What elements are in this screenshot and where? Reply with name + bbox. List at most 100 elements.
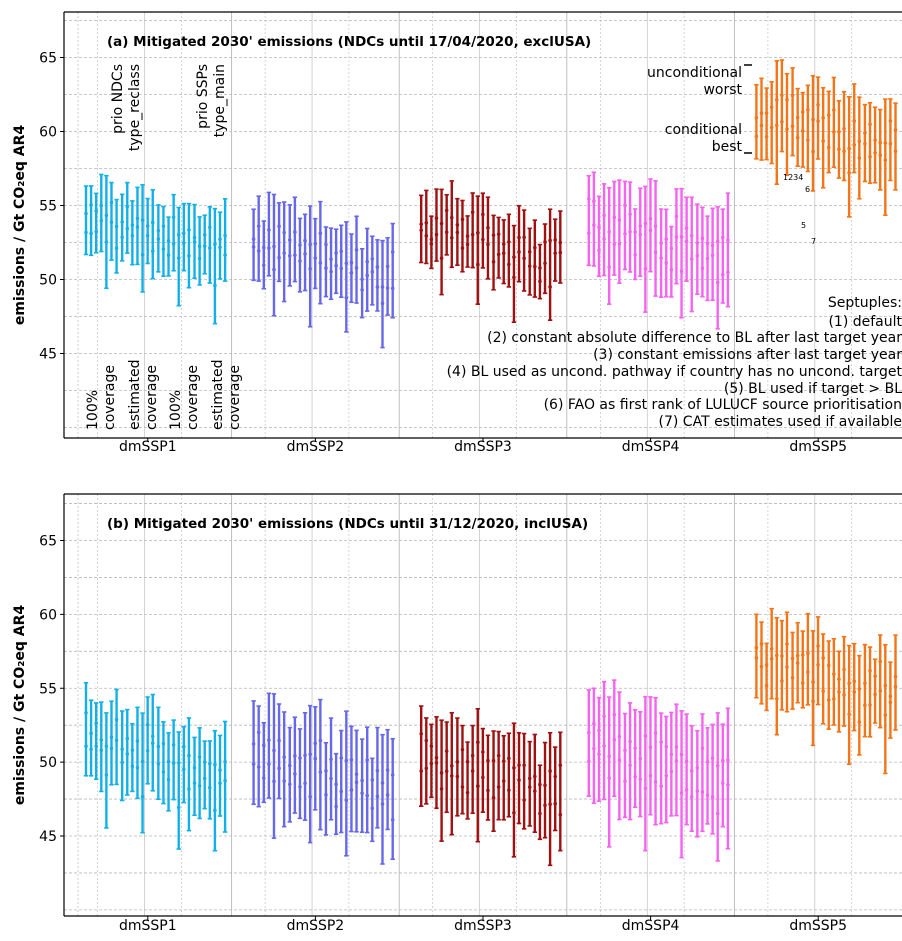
error-bar-point (465, 759, 470, 764)
x-tick-label: dmSSP1 (119, 918, 177, 934)
error-bar-point (375, 265, 380, 269)
error-bar-point (533, 264, 537, 269)
error-bar-point (878, 140, 883, 145)
error-bar-point (873, 674, 877, 679)
error-bar-point (130, 764, 135, 769)
error-bar-point (360, 791, 364, 795)
error-bar-point (329, 269, 333, 274)
error-bar-point (780, 654, 784, 658)
error-bar-point (89, 231, 93, 236)
error-bar-point (145, 233, 150, 238)
error-bar-point (811, 117, 815, 122)
error-bar-point (790, 124, 795, 129)
error-bar-point (659, 256, 663, 260)
error-bar-point (553, 251, 558, 256)
error-bar-point (705, 793, 710, 797)
error-bar-point (653, 780, 658, 784)
error-bar-point (171, 241, 176, 246)
x-tick-label: dmSSP3 (454, 918, 512, 934)
error-bar-point (213, 283, 217, 288)
error-bar-point (607, 754, 611, 759)
error-bar-point (679, 234, 684, 239)
error-bar-point (617, 734, 622, 739)
error-bar-point (659, 241, 663, 245)
chart-title: (b) Mitigated 2030' emissions (NDCs unti… (107, 516, 588, 532)
error-bar-point (522, 235, 526, 240)
error-bar-point (192, 240, 197, 244)
error-bar-point (318, 261, 323, 265)
error-bar-point (318, 231, 323, 236)
group-label: type_reclass (127, 64, 143, 151)
error-bar-point (104, 744, 109, 749)
error-bar-point (653, 731, 658, 735)
error-bar-point (612, 215, 617, 220)
error-bar-point (344, 758, 349, 763)
error-bar-point (689, 233, 694, 238)
error-bar-point (470, 753, 475, 758)
error-bar-point (475, 230, 480, 235)
error-bar-point (182, 744, 186, 749)
error-bar-point (684, 787, 689, 792)
error-bar-point (424, 766, 429, 771)
error-bar-point (648, 773, 653, 778)
error-bar-point (370, 778, 375, 782)
error-bar-point (465, 242, 470, 247)
error-bar-point (715, 763, 720, 768)
error-bar-point (602, 237, 606, 241)
error-bar-point (267, 228, 271, 232)
annotation-unconditional: unconditional (647, 65, 742, 81)
y-tick-label: 50 (39, 273, 57, 289)
error-bar-point (754, 115, 759, 120)
error-bar-point (349, 758, 354, 762)
error-bar-point (313, 756, 318, 761)
error-bar-point (475, 740, 480, 745)
error-bar-point (481, 212, 485, 217)
error-bar-point (710, 795, 715, 799)
error-bar-point (390, 286, 395, 291)
error-bar-point (344, 295, 349, 300)
error-bar-point (460, 217, 465, 222)
error-bar-point (710, 253, 715, 258)
error-bar-point (795, 135, 800, 140)
error-bar-point (370, 257, 375, 261)
error-bar-point (769, 125, 774, 130)
coverage-label: estimated (127, 360, 143, 431)
error-bar-point (868, 703, 872, 707)
error-bar-point (837, 690, 841, 694)
error-bar-point (628, 229, 632, 234)
error-bar-point (470, 210, 475, 215)
error-bar-point (375, 285, 380, 289)
error-bar-point (261, 743, 266, 748)
error-bar-point (223, 778, 227, 783)
error-bar-point (89, 731, 93, 736)
error-bar-point (287, 782, 292, 787)
error-bar-point (277, 738, 281, 743)
coverage-label: 100% (85, 390, 101, 430)
error-bar-point (130, 233, 135, 238)
error-bar-point (272, 267, 276, 272)
error-bar-point (120, 235, 124, 239)
error-bar-point (592, 721, 596, 726)
error-bar-point (847, 681, 851, 686)
error-bar-point (553, 801, 558, 806)
error-bar-point (638, 777, 643, 782)
error-bar-point (726, 238, 730, 242)
error-bar-point (759, 642, 764, 646)
error-bar-point (365, 260, 370, 264)
error-bar-point (481, 750, 485, 754)
error-bar-point (543, 803, 547, 808)
error-bar-point (455, 230, 460, 235)
error-bar-point (674, 214, 679, 219)
error-bar-point (517, 778, 521, 782)
error-bar-point (847, 170, 851, 175)
x-tick-label: dmSSP5 (789, 918, 847, 934)
error-bar-point (419, 222, 424, 226)
coverage-label: coverage (144, 365, 160, 430)
error-bar-point (821, 656, 825, 660)
error-bar-point (623, 748, 627, 753)
error-bar-point (674, 235, 679, 239)
error-bar-point (213, 762, 217, 767)
error-bar-point (893, 128, 898, 132)
error-bar-point (329, 757, 333, 762)
error-bar-point (826, 113, 831, 117)
